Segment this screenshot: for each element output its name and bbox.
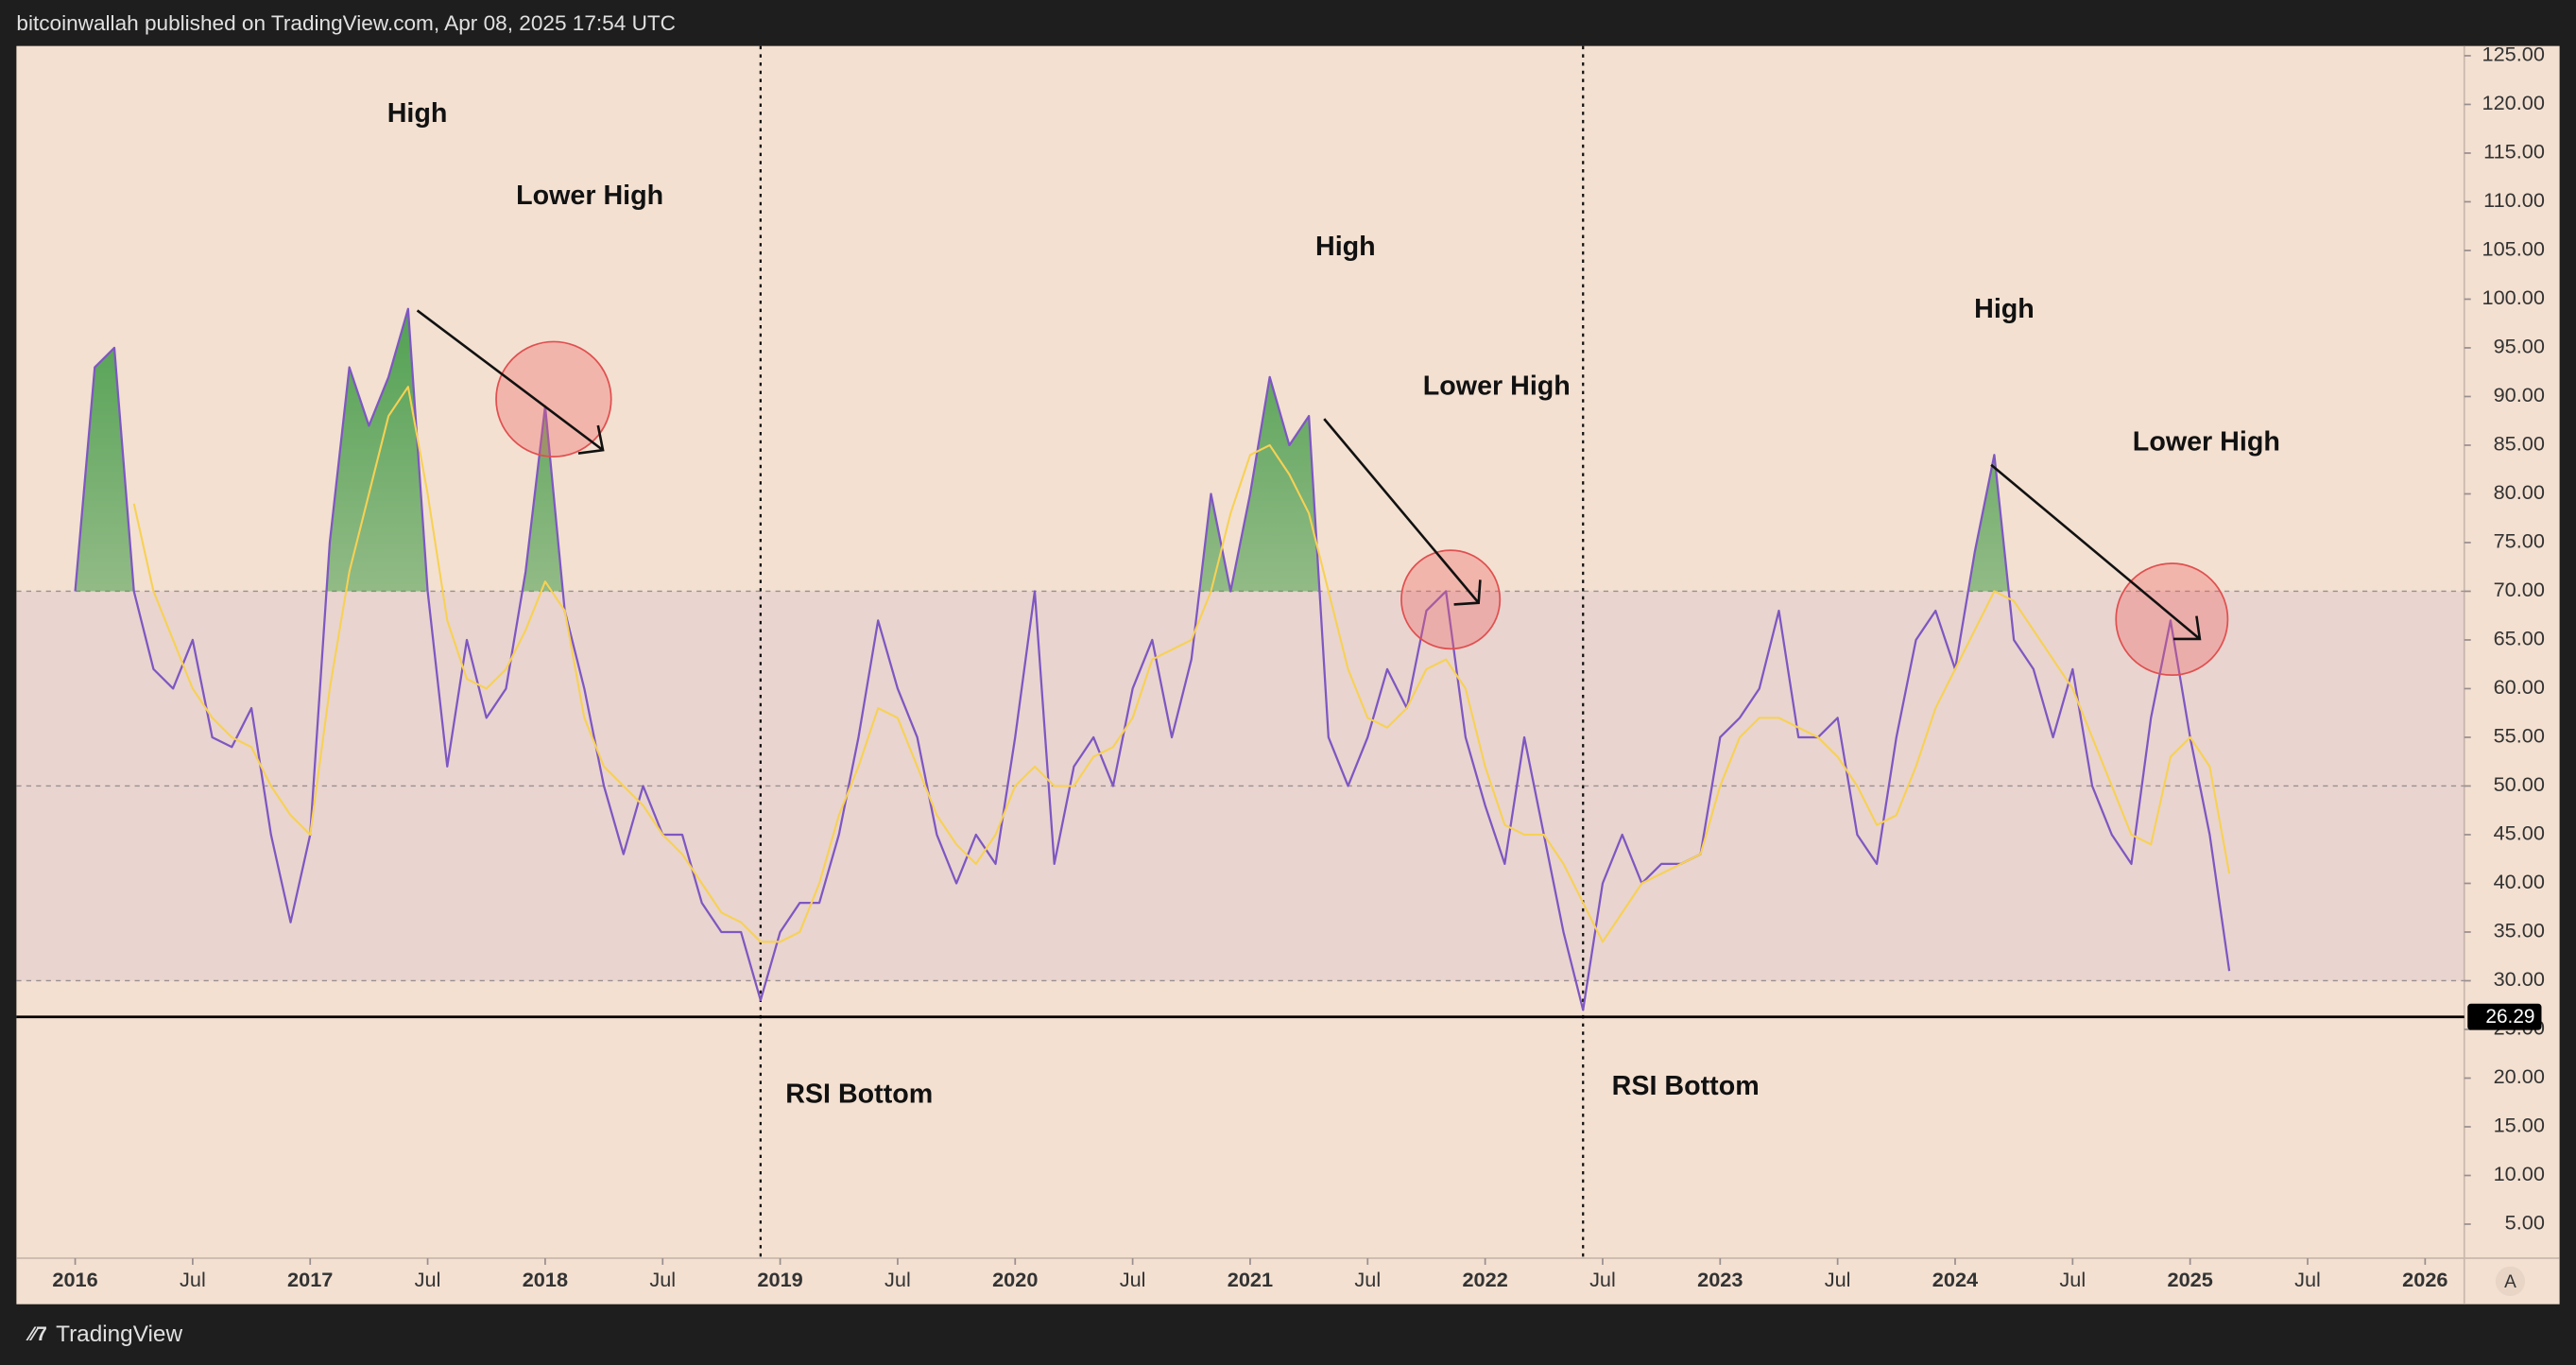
x-tick-label: 2017 bbox=[287, 1268, 333, 1291]
y-tick-label: 50.00 bbox=[2494, 772, 2545, 796]
price-label-box bbox=[2467, 1003, 2542, 1030]
drawings bbox=[416, 309, 2229, 677]
footer-text: TradingView bbox=[56, 1322, 182, 1347]
x-tick-label: 2021 bbox=[1228, 1268, 1273, 1291]
y-tick-label: 45.00 bbox=[2494, 821, 2545, 845]
rsi-line bbox=[74, 307, 2231, 1011]
highlight-circle bbox=[2115, 562, 2229, 677]
arrow bbox=[416, 309, 605, 455]
header-text: bitcoinwallah published on TradingView.c… bbox=[16, 11, 676, 35]
annotation: RSI Bottom bbox=[1612, 1071, 1760, 1101]
y-tick-label: 105.00 bbox=[2482, 237, 2545, 261]
y-tick-label: 20.00 bbox=[2494, 1064, 2545, 1088]
y-tick-label: 110.00 bbox=[2483, 188, 2545, 212]
logo-mark: ⁄⁄7 bbox=[26, 1323, 47, 1345]
x-tick-label: 2025 bbox=[2167, 1268, 2212, 1291]
y-tick-label: 90.00 bbox=[2494, 383, 2545, 406]
x-tick-label: Jul bbox=[180, 1268, 206, 1291]
arrow bbox=[1323, 418, 1482, 606]
y-tick-label: 125.00 bbox=[2482, 43, 2545, 66]
x-tick-label: Jul bbox=[2059, 1268, 2086, 1291]
x-tick-label: 2023 bbox=[1697, 1268, 1743, 1291]
annotation: Lower High bbox=[2133, 427, 2280, 458]
x-tick-label: 2024 bbox=[1932, 1268, 1978, 1291]
highlight-circle bbox=[1400, 549, 1502, 650]
x-tick-label: Jul bbox=[1589, 1268, 1616, 1291]
x-tick-label: Jul bbox=[884, 1268, 911, 1291]
y-tick-label: 15.00 bbox=[2494, 1114, 2545, 1137]
scale-button[interactable] bbox=[2495, 1266, 2526, 1297]
x-tick-label: Jul bbox=[1354, 1268, 1381, 1291]
y-tick-label: 60.00 bbox=[2494, 675, 2545, 699]
plot-background bbox=[16, 45, 2560, 1305]
x-tick-label: 2018 bbox=[523, 1268, 568, 1291]
annotation: Lower High bbox=[516, 181, 663, 211]
annotation: Lower High bbox=[1423, 371, 1571, 402]
annotation: High bbox=[387, 98, 448, 129]
y-tick-label: 75.00 bbox=[2494, 529, 2545, 553]
y-tick-label: 120.00 bbox=[2482, 91, 2545, 114]
x-tick-label: 2020 bbox=[992, 1268, 1038, 1291]
price-label: 26.29 bbox=[2485, 1006, 2534, 1028]
x-tick-label: 2022 bbox=[1462, 1268, 1507, 1291]
x-tick-label: Jul bbox=[1120, 1268, 1146, 1291]
scale-button-label[interactable]: A bbox=[2504, 1272, 2516, 1292]
y-tick-label: 95.00 bbox=[2494, 335, 2545, 358]
y-tick-label: 30.00 bbox=[2494, 967, 2545, 991]
y-tick-label: 35.00 bbox=[2494, 919, 2545, 942]
x-tick-label: Jul bbox=[649, 1268, 676, 1291]
y-tick-label: 5.00 bbox=[2505, 1211, 2545, 1235]
x-tick-label: 2016 bbox=[52, 1268, 97, 1291]
y-tick-label: 85.00 bbox=[2494, 432, 2545, 456]
y-tick-label: 40.00 bbox=[2494, 870, 2545, 893]
rsi-ma-line bbox=[132, 386, 2231, 943]
y-tick-label: 10.00 bbox=[2494, 1162, 2545, 1185]
x-tick-label: Jul bbox=[2294, 1268, 2321, 1291]
y-tick-label: 80.00 bbox=[2494, 480, 2545, 504]
annotation: High bbox=[1315, 232, 1376, 262]
arrow bbox=[1990, 463, 2202, 641]
highlight-circle bbox=[495, 340, 612, 458]
x-tick-label: 2026 bbox=[2402, 1268, 2447, 1291]
y-tick-label: 115.00 bbox=[2483, 140, 2545, 164]
x-tick-label: Jul bbox=[1825, 1268, 1851, 1291]
y-tick-label: 100.00 bbox=[2482, 285, 2545, 309]
x-tick-label: 2019 bbox=[757, 1268, 802, 1291]
x-tick-label: Jul bbox=[415, 1268, 441, 1291]
annotation: High bbox=[1974, 294, 2035, 324]
annotation: RSI Bottom bbox=[785, 1080, 933, 1110]
y-tick-label: 55.00 bbox=[2494, 724, 2545, 748]
y-tick-label: 70.00 bbox=[2494, 578, 2545, 601]
y-tick-label: 65.00 bbox=[2494, 627, 2545, 650]
